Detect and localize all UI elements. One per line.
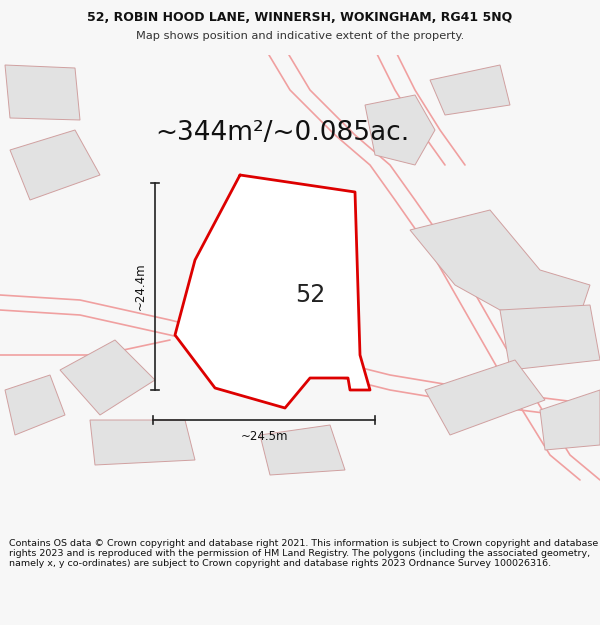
Polygon shape (540, 390, 600, 450)
Polygon shape (5, 375, 65, 435)
Polygon shape (365, 95, 435, 165)
Text: 52: 52 (295, 283, 325, 307)
Polygon shape (10, 130, 100, 200)
Text: 52, ROBIN HOOD LANE, WINNERSH, WOKINGHAM, RG41 5NQ: 52, ROBIN HOOD LANE, WINNERSH, WOKINGHAM… (88, 11, 512, 24)
Polygon shape (5, 65, 80, 120)
Polygon shape (175, 175, 370, 408)
Polygon shape (425, 360, 545, 435)
Polygon shape (430, 65, 510, 115)
Polygon shape (500, 305, 600, 370)
Text: Map shows position and indicative extent of the property.: Map shows position and indicative extent… (136, 31, 464, 41)
Text: ~24.4m: ~24.4m (134, 262, 147, 310)
Text: ~24.5m: ~24.5m (240, 430, 288, 443)
Text: Contains OS data © Crown copyright and database right 2021. This information is : Contains OS data © Crown copyright and d… (9, 539, 598, 568)
Text: ~344m²/~0.085ac.: ~344m²/~0.085ac. (155, 120, 409, 146)
Polygon shape (90, 420, 195, 465)
Polygon shape (410, 210, 590, 315)
Polygon shape (60, 340, 155, 415)
Polygon shape (260, 425, 345, 475)
